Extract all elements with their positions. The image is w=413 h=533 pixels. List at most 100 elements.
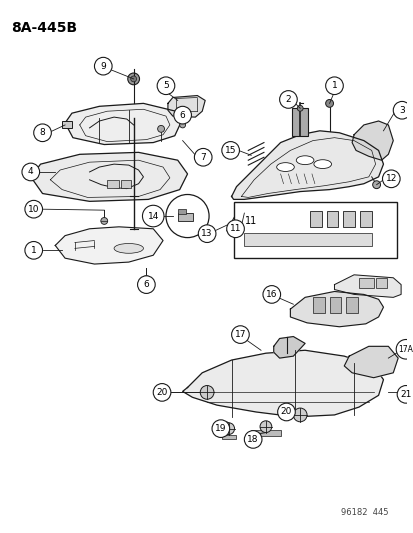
Circle shape [157, 125, 164, 132]
Circle shape [33, 124, 51, 142]
Bar [121, 180, 131, 188]
Circle shape [142, 276, 150, 284]
Circle shape [194, 149, 211, 166]
Circle shape [372, 181, 380, 189]
Bar [221, 434, 235, 439]
Circle shape [179, 122, 185, 128]
Polygon shape [334, 275, 400, 297]
Circle shape [392, 101, 410, 119]
Bar [177, 209, 185, 214]
Text: 10: 10 [28, 205, 39, 214]
Circle shape [325, 100, 333, 107]
Circle shape [25, 200, 43, 218]
Circle shape [22, 163, 40, 181]
Circle shape [297, 106, 302, 111]
Circle shape [128, 73, 139, 85]
Polygon shape [168, 95, 205, 117]
Text: 20: 20 [156, 388, 167, 397]
Text: 15: 15 [224, 146, 236, 155]
Circle shape [221, 142, 239, 159]
Circle shape [277, 403, 294, 421]
Bar [329, 297, 340, 313]
Text: 7: 7 [200, 153, 206, 161]
Text: 4: 4 [28, 167, 33, 176]
Circle shape [142, 205, 164, 227]
Text: 19: 19 [215, 424, 226, 433]
Circle shape [198, 225, 216, 243]
Text: 1: 1 [31, 246, 36, 255]
Bar [107, 180, 119, 188]
Polygon shape [31, 152, 187, 201]
Circle shape [25, 241, 43, 259]
Bar [342, 211, 354, 227]
Text: 17: 17 [234, 330, 246, 339]
Polygon shape [182, 350, 382, 417]
Bar [309, 211, 321, 227]
Bar [292, 108, 307, 136]
Circle shape [157, 77, 174, 94]
Polygon shape [344, 346, 397, 378]
Circle shape [137, 276, 155, 294]
Text: 17A: 17A [398, 345, 413, 354]
Bar [251, 430, 280, 437]
Text: 6: 6 [179, 111, 185, 119]
Circle shape [211, 420, 229, 438]
Ellipse shape [313, 160, 331, 168]
Circle shape [101, 217, 107, 224]
Circle shape [94, 58, 112, 75]
Text: 18: 18 [247, 435, 258, 444]
Polygon shape [290, 292, 382, 327]
Text: 5: 5 [163, 81, 169, 90]
Text: 14: 14 [147, 212, 159, 221]
Text: 3: 3 [398, 106, 404, 115]
Bar [359, 211, 371, 227]
Circle shape [153, 384, 171, 401]
Text: 11: 11 [229, 224, 241, 233]
Circle shape [293, 408, 306, 422]
Polygon shape [231, 131, 382, 199]
Text: 16: 16 [266, 290, 277, 299]
Bar [326, 211, 337, 227]
Ellipse shape [114, 244, 143, 253]
Circle shape [166, 195, 209, 238]
Bar [345, 297, 357, 313]
Bar [358, 278, 373, 288]
Circle shape [226, 220, 244, 238]
Bar [312, 297, 324, 313]
Text: 8: 8 [40, 128, 45, 138]
Text: 1: 1 [331, 81, 337, 90]
Polygon shape [351, 121, 392, 160]
Circle shape [279, 91, 297, 108]
Circle shape [395, 340, 413, 359]
Circle shape [231, 326, 249, 343]
Circle shape [200, 385, 214, 399]
Circle shape [173, 106, 191, 124]
FancyBboxPatch shape [233, 203, 396, 258]
Circle shape [262, 286, 280, 303]
Circle shape [244, 431, 261, 448]
Text: 8A-445B: 8A-445B [11, 21, 77, 35]
Polygon shape [273, 336, 304, 358]
Text: 13: 13 [201, 229, 212, 238]
Text: 6: 6 [143, 280, 149, 289]
Text: 21: 21 [399, 390, 411, 399]
Circle shape [382, 170, 399, 188]
Bar [375, 278, 387, 288]
Circle shape [222, 423, 234, 434]
Polygon shape [65, 103, 180, 144]
Bar [177, 213, 193, 221]
Circle shape [131, 76, 136, 82]
Polygon shape [55, 227, 163, 264]
Ellipse shape [276, 163, 294, 172]
Text: 2: 2 [285, 95, 291, 104]
Text: 96182  445: 96182 445 [340, 508, 387, 517]
Text: 12: 12 [385, 174, 396, 183]
Text: 11: 11 [244, 216, 257, 226]
Circle shape [396, 385, 413, 403]
Bar [62, 121, 72, 128]
Text: 9: 9 [100, 62, 106, 71]
Ellipse shape [296, 156, 313, 165]
Circle shape [325, 77, 342, 94]
Bar [244, 233, 371, 246]
Circle shape [259, 421, 271, 433]
